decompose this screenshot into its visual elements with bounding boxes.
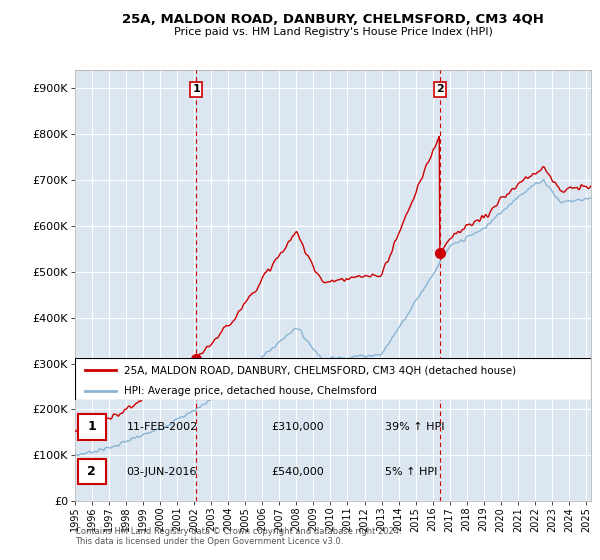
Text: 03-JUN-2016: 03-JUN-2016 <box>127 467 197 477</box>
Text: HPI: Average price, detached house, Chelmsford: HPI: Average price, detached house, Chel… <box>124 386 377 396</box>
Text: 25A, MALDON ROAD, DANBURY, CHELMSFORD, CM3 4QH: 25A, MALDON ROAD, DANBURY, CHELMSFORD, C… <box>122 13 544 26</box>
Text: 5% ↑ HPI: 5% ↑ HPI <box>385 467 437 477</box>
Text: 1: 1 <box>88 421 96 433</box>
Text: Price paid vs. HM Land Registry's House Price Index (HPI): Price paid vs. HM Land Registry's House … <box>173 27 493 37</box>
Text: £310,000: £310,000 <box>271 422 324 432</box>
Text: 11-FEB-2002: 11-FEB-2002 <box>127 422 198 432</box>
Text: £540,000: £540,000 <box>271 467 324 477</box>
Text: 2: 2 <box>88 465 96 478</box>
Text: 39% ↑ HPI: 39% ↑ HPI <box>385 422 444 432</box>
Bar <box>77 414 106 440</box>
Text: Contains HM Land Registry data © Crown copyright and database right 2024.
This d: Contains HM Land Registry data © Crown c… <box>75 526 401 546</box>
Text: 1: 1 <box>193 85 200 95</box>
Bar <box>77 459 106 484</box>
Text: 25A, MALDON ROAD, DANBURY, CHELMSFORD, CM3 4QH (detached house): 25A, MALDON ROAD, DANBURY, CHELMSFORD, C… <box>124 365 516 375</box>
Text: 2: 2 <box>436 85 443 95</box>
